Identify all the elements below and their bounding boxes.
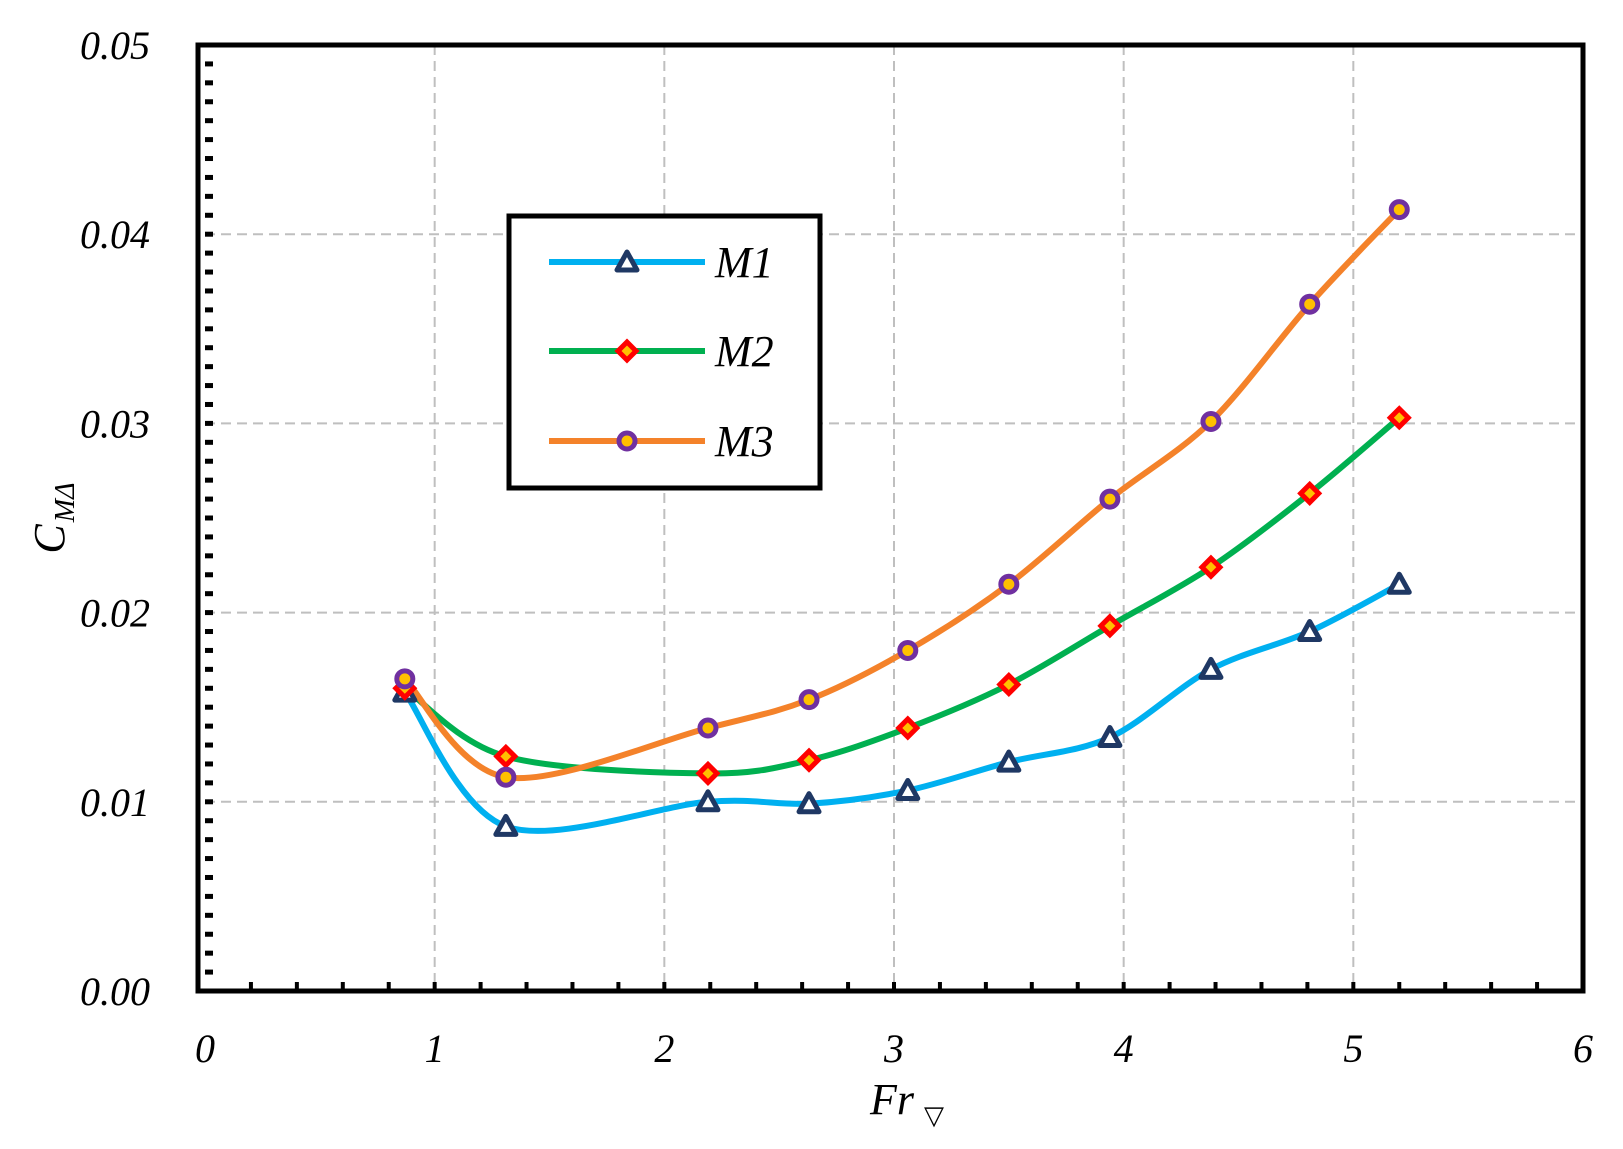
legend-label-m2: M2 — [714, 327, 774, 376]
data-point-m2 — [1097, 613, 1123, 639]
plot-frame — [195, 42, 1586, 994]
series-line-m1 — [401, 581, 1403, 834]
x-tick-label: 1 — [425, 1026, 445, 1071]
data-point-m1 — [1386, 571, 1412, 595]
data-point-m3 — [1388, 199, 1410, 221]
data-point-m1 — [996, 749, 1022, 773]
data-point-m1 — [1097, 724, 1123, 748]
series-line-m3 — [401, 206, 1403, 782]
x-axis-title-subscript: ▽ — [924, 1101, 944, 1130]
data-point-m3 — [1200, 411, 1222, 433]
y-tick-labels: 0.00 0.01 0.02 0.03 0.04 0.05 — [80, 23, 150, 1014]
data-point-m2 — [996, 671, 1022, 698]
data-point-m1 — [695, 789, 721, 813]
y-axis-title: CMΔ — [25, 482, 81, 553]
data-point-m2 — [493, 743, 519, 769]
data-point-m1 — [895, 777, 921, 801]
data-point-m1 — [493, 813, 519, 837]
y-tick-label: 0.04 — [80, 212, 150, 257]
x-tick-label: 2 — [654, 1026, 674, 1071]
x-tick-label: 5 — [1343, 1026, 1363, 1071]
data-point-m1 — [1297, 619, 1323, 643]
data-point-m1 — [796, 791, 822, 815]
data-point-m2 — [1386, 405, 1412, 431]
data-point-m2 — [1297, 480, 1323, 506]
data-point-m1 — [1198, 656, 1224, 680]
y-tick-label: 0.00 — [80, 969, 150, 1014]
x-tick-label: 0 — [195, 1026, 215, 1071]
data-point-m3 — [495, 766, 517, 788]
data-point-m2 — [796, 747, 822, 773]
y-tick-label: 0.02 — [80, 591, 150, 636]
legend-label-m1: M1 — [714, 238, 774, 287]
y-tick-label: 0.01 — [80, 780, 150, 825]
y-tick-label: 0.03 — [80, 401, 150, 446]
data-point-m2 — [695, 760, 721, 786]
legend-marker-m1 — [614, 249, 640, 273]
data-point-m3 — [897, 639, 919, 661]
y-axis-title-subscript: MΔ — [50, 482, 81, 523]
data-point-m2 — [895, 715, 921, 741]
data-point-m3 — [394, 668, 416, 690]
legend-label-m3: M3 — [714, 417, 774, 466]
x-tick-label: 6 — [1573, 1026, 1593, 1071]
series-markers — [392, 199, 1412, 837]
minor-ticks — [205, 61, 1540, 991]
data-point-m3 — [798, 689, 820, 711]
x-tick-labels: 0 1 2 3 4 5 6 — [195, 1026, 1593, 1071]
x-tick-label: 4 — [1114, 1026, 1134, 1071]
series-lines — [401, 206, 1403, 834]
legend-marker-m2 — [614, 338, 640, 364]
data-point-m2 — [1198, 554, 1224, 580]
gridlines — [205, 45, 1583, 991]
data-point-m3 — [1099, 488, 1121, 510]
legend-marker-m3 — [616, 430, 638, 452]
x-tick-label: 3 — [883, 1026, 904, 1071]
x-axis-title: Fr ▽ — [869, 1075, 944, 1130]
y-tick-label: 0.05 — [80, 23, 150, 68]
data-point-m3 — [1299, 293, 1321, 315]
data-point-m3 — [998, 573, 1020, 595]
legend: M1 M2 M3 — [506, 213, 823, 491]
data-point-m3 — [697, 717, 719, 739]
